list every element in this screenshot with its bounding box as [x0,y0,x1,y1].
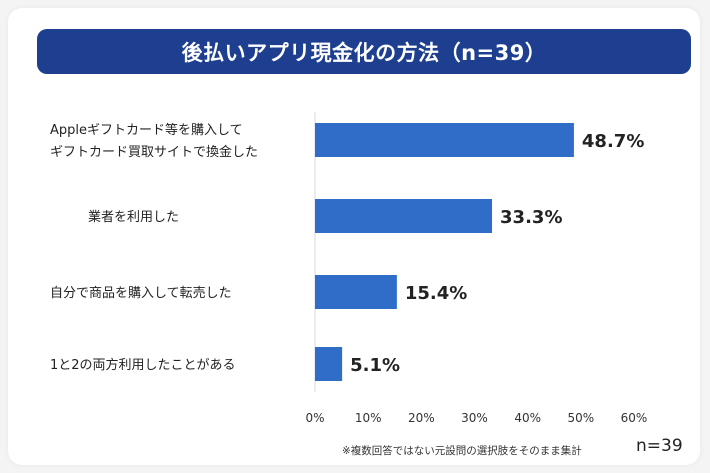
x-tick-label-30: 30% [461,411,488,425]
bar-1 [315,123,574,157]
chart-card [8,8,700,465]
x-tick-label-60: 60% [621,411,648,425]
x-tick-label-10: 10% [355,411,382,425]
bar-3 [315,275,397,309]
bar-value-label-2: 33.3% [500,207,562,228]
category-label-1-line-1: Appleギフトカード等を購入して [50,122,243,138]
category-label-2-line-1: 業者を利用した [88,209,179,225]
footnote: ※複数回答ではない元設問の選択肢をそのまま集計 [342,445,582,457]
bar-value-label-1: 48.7% [582,131,644,152]
x-tick-label-40: 40% [514,411,541,425]
x-tick-label-50: 50% [567,411,594,425]
category-label-3-line-1: 自分で商品を購入して転売した [50,285,232,301]
bar-4 [315,347,343,381]
sample-size-label: n=39 [636,436,683,456]
category-label-4-line-1: 1と2の両方利用したことがある [50,357,236,373]
bar-value-label-3: 15.4% [405,283,467,304]
x-tick-label-20: 20% [408,411,435,425]
chart-title: 後払いアプリ現金化の方法（n=39） [37,29,691,74]
bar-value-label-4: 5.1% [350,355,400,376]
bar-2 [315,199,493,233]
category-label-1-line-2: ギフトカード買取サイトで換金した [50,144,258,160]
x-tick-label-0: 0% [305,411,324,425]
